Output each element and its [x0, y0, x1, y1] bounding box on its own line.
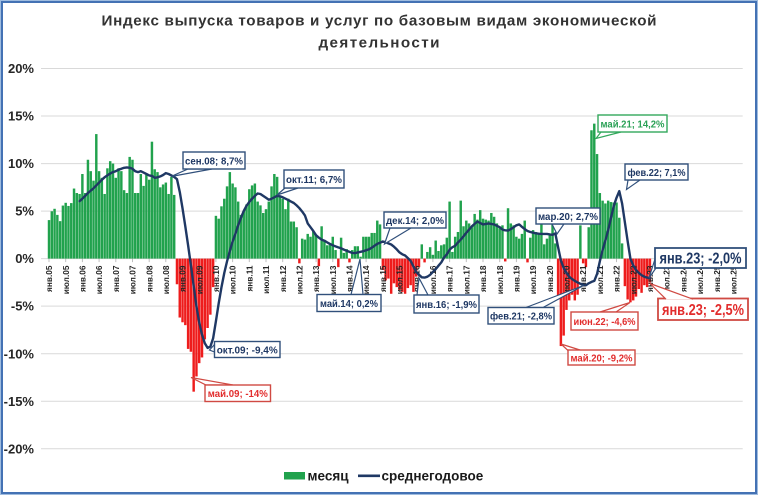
svg-text:июл.19: июл.19 [528, 265, 538, 294]
svg-text:окт.11; 6,7%: окт.11; 6,7% [286, 174, 343, 186]
svg-text:янв.08: янв.08 [144, 265, 154, 292]
svg-text:фев.21; -2,8%: фев.21; -2,8% [490, 311, 553, 323]
svg-text:июл.06: июл.06 [94, 265, 104, 294]
svg-text:май.21; 14,2%: май.21; 14,2% [601, 118, 666, 130]
svg-text:янв.13: янв.13 [311, 265, 321, 292]
svg-text:месяц: месяц [308, 469, 350, 484]
svg-text:янв.18: янв.18 [478, 265, 488, 292]
svg-text:янв.15: янв.15 [378, 265, 388, 292]
svg-text:10%: 10% [8, 156, 34, 171]
svg-text:5%: 5% [15, 204, 34, 219]
svg-text:июл.12: июл.12 [295, 265, 305, 294]
svg-text:янв.20: янв.20 [545, 265, 555, 292]
svg-text:янв.07: янв.07 [111, 265, 121, 292]
svg-text:июл.21: июл.21 [595, 265, 605, 294]
svg-text:янв.25: янв.25 [712, 265, 722, 292]
svg-text:янв.24: янв.24 [678, 265, 688, 292]
svg-text:май.09; -14%: май.09; -14% [208, 388, 269, 400]
svg-text:-15%: -15% [4, 394, 35, 409]
svg-text:май.14; 0,2%: май.14; 0,2% [320, 298, 379, 310]
svg-text:янв.10: янв.10 [211, 265, 221, 292]
svg-text:янв.11: янв.11 [244, 265, 254, 291]
svg-text:янв.14: янв.14 [345, 265, 355, 292]
svg-text:деятельности: деятельности [319, 35, 440, 52]
svg-text:20%: 20% [8, 61, 34, 76]
svg-text:-5%: -5% [11, 299, 35, 314]
svg-text:янв.19: янв.19 [512, 265, 522, 292]
svg-text:-20%: -20% [4, 441, 35, 456]
svg-text:июл.07: июл.07 [128, 265, 138, 294]
svg-text:янв.12: янв.12 [278, 265, 288, 292]
svg-text:янв.21: янв.21 [578, 265, 588, 292]
svg-text:янв.05: янв.05 [44, 265, 54, 292]
svg-text:15%: 15% [8, 109, 34, 124]
svg-text:июн.22; -4,6%: июн.22; -4,6% [574, 316, 637, 328]
svg-text:июл.17: июл.17 [461, 265, 471, 294]
svg-text:Индекс выпуска товаров и услуг: Индекс выпуска товаров и услуг по базовы… [102, 13, 657, 30]
svg-text:0%: 0% [15, 251, 34, 266]
svg-text:янв.23; -2,5%: янв.23; -2,5% [662, 302, 744, 319]
svg-text:мар.20; 2,7%: мар.20; 2,7% [538, 211, 599, 223]
svg-text:июл.15: июл.15 [395, 265, 405, 294]
svg-text:июл.18: июл.18 [495, 265, 505, 294]
svg-text:июл.14: июл.14 [361, 265, 371, 294]
svg-text:июл.23: июл.23 [662, 265, 672, 294]
svg-text:янв.16; -1,9%: янв.16; -1,9% [416, 299, 478, 311]
svg-text:июл.16: июл.16 [428, 265, 438, 294]
svg-text:май.20; -9,2%: май.20; -9,2% [571, 352, 634, 364]
svg-text:янв.09: янв.09 [178, 265, 188, 292]
svg-text:июл.25: июл.25 [729, 265, 739, 294]
svg-text:июл.24: июл.24 [695, 265, 705, 294]
svg-text:окт.09; -9,4%: окт.09; -9,4% [217, 344, 279, 356]
svg-text:сен.08; 8,7%: сен.08; 8,7% [185, 155, 244, 167]
svg-text:янв.06: янв.06 [78, 265, 88, 292]
svg-text:июл.10: июл.10 [228, 265, 238, 294]
svg-text:июл.13: июл.13 [328, 265, 338, 294]
svg-text:дек.14; 2,0%: дек.14; 2,0% [386, 215, 445, 227]
svg-text:июл.20: июл.20 [562, 265, 572, 294]
svg-text:июл.09: июл.09 [194, 265, 204, 294]
svg-text:июл.22: июл.22 [628, 265, 638, 294]
svg-text:янв.22: янв.22 [612, 265, 622, 292]
svg-text:янв.17: янв.17 [445, 265, 455, 292]
svg-text:июл.11: июл.11 [261, 265, 271, 294]
svg-text:июл.08: июл.08 [161, 265, 171, 294]
svg-text:-10%: -10% [4, 346, 35, 361]
svg-text:янв.16: янв.16 [411, 265, 421, 292]
svg-text:фев.22; 7,1%: фев.22; 7,1% [628, 167, 687, 179]
svg-text:среднегодовое: среднегодовое [382, 469, 484, 484]
svg-text:июл.05: июл.05 [61, 265, 71, 294]
svg-text:янв.23; -2,0%: янв.23; -2,0% [660, 251, 742, 268]
